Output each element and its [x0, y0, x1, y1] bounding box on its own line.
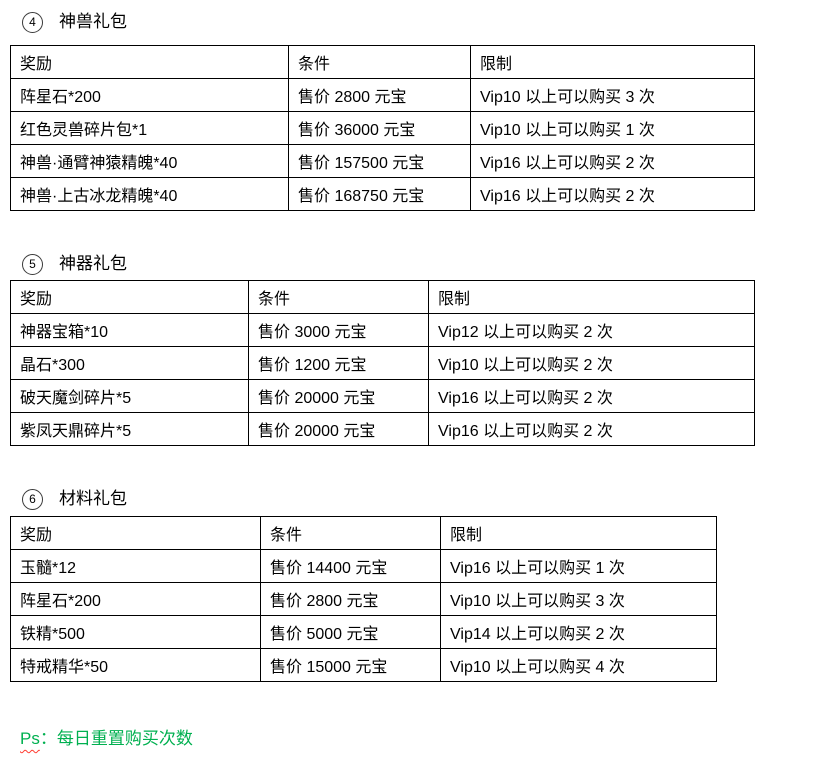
cell-condition: 售价 1200 元宝	[248, 346, 429, 380]
section-title-shenqi: 5 神器礼包	[22, 252, 127, 276]
cell-reward: 神兽·上古冰龙精魄*40	[10, 177, 289, 211]
table-row: 紫凤天鼎碎片*5 售价 20000 元宝 Vip16 以上可以购买 2 次	[10, 412, 755, 446]
cell-reward: 玉髓*12	[10, 549, 261, 583]
col-header-reward: 奖励	[10, 516, 261, 550]
cell-reward: 晶石*300	[10, 346, 249, 380]
cell-limit: Vip10 以上可以购买 2 次	[428, 346, 755, 380]
cell-condition: 售价 3000 元宝	[248, 313, 429, 347]
table-row: 铁精*500 售价 5000 元宝 Vip14 以上可以购买 2 次	[10, 615, 717, 649]
cell-limit: Vip16 以上可以购买 1 次	[440, 549, 717, 583]
cell-reward: 紫凤天鼎碎片*5	[10, 412, 249, 446]
cell-condition: 售价 157500 元宝	[288, 144, 471, 178]
cell-limit: Vip10 以上可以购买 3 次	[470, 78, 755, 112]
footnote: Ps：每日重置购买次数	[20, 724, 193, 749]
cell-condition: 售价 14400 元宝	[260, 549, 441, 583]
cell-limit: Vip10 以上可以购买 4 次	[440, 648, 717, 682]
cell-limit: Vip10 以上可以购买 1 次	[470, 111, 755, 145]
cell-reward: 神兽·通臂神猿精魄*40	[10, 144, 289, 178]
col-header-condition: 条件	[248, 280, 429, 314]
table-header-row: 奖励 条件 限制	[10, 45, 755, 79]
table-row: 玉髓*12 售价 14400 元宝 Vip16 以上可以购买 1 次	[10, 549, 717, 583]
table-shenshou-gift-pack: 奖励 条件 限制 阵星石*200 售价 2800 元宝 Vip10 以上可以购买…	[10, 45, 755, 211]
cell-condition: 售价 20000 元宝	[248, 379, 429, 413]
cell-limit: Vip16 以上可以购买 2 次	[428, 379, 755, 413]
section-title-text: 神兽礼包	[59, 12, 127, 31]
table-header-row: 奖励 条件 限制	[10, 280, 755, 314]
table-row: 破天魔剑碎片*5 售价 20000 元宝 Vip16 以上可以购买 2 次	[10, 379, 755, 413]
cell-reward: 神器宝箱*10	[10, 313, 249, 347]
table-row: 阵星石*200 售价 2800 元宝 Vip10 以上可以购买 3 次	[10, 78, 755, 112]
table-row: 神器宝箱*10 售价 3000 元宝 Vip12 以上可以购买 2 次	[10, 313, 755, 347]
section-title-text: 材料礼包	[59, 489, 127, 508]
cell-reward: 铁精*500	[10, 615, 261, 649]
table-row: 阵星石*200 售价 2800 元宝 Vip10 以上可以购买 3 次	[10, 582, 717, 616]
circled-number-6: 6	[22, 488, 43, 510]
cell-reward: 破天魔剑碎片*5	[10, 379, 249, 413]
cell-limit: Vip14 以上可以购买 2 次	[440, 615, 717, 649]
cell-condition: 售价 36000 元宝	[288, 111, 471, 145]
table-row: 红色灵兽碎片包*1 售价 36000 元宝 Vip10 以上可以购买 1 次	[10, 111, 755, 145]
section-title-shenshou: 4 神兽礼包	[22, 10, 127, 34]
cell-limit: Vip16 以上可以购买 2 次	[470, 144, 755, 178]
cell-condition: 售价 15000 元宝	[260, 648, 441, 682]
cell-condition: 售价 168750 元宝	[288, 177, 471, 211]
table-row: 神兽·通臂神猿精魄*40 售价 157500 元宝 Vip16 以上可以购买 2…	[10, 144, 755, 178]
col-header-condition: 条件	[288, 45, 471, 79]
cell-limit: Vip16 以上可以购买 2 次	[428, 412, 755, 446]
circled-number-4: 4	[22, 11, 43, 33]
col-header-condition: 条件	[260, 516, 441, 550]
cell-condition: 售价 5000 元宝	[260, 615, 441, 649]
col-header-limit: 限制	[440, 516, 717, 550]
cell-condition: 售价 20000 元宝	[248, 412, 429, 446]
table-header-row: 奖励 条件 限制	[10, 516, 717, 550]
cell-limit: Vip12 以上可以购买 2 次	[428, 313, 755, 347]
cell-limit: Vip16 以上可以购买 2 次	[470, 177, 755, 211]
cell-condition: 售价 2800 元宝	[288, 78, 471, 112]
circled-number-5: 5	[22, 253, 43, 275]
col-header-limit: 限制	[428, 280, 755, 314]
cell-reward: 阵星石*200	[10, 582, 261, 616]
cell-reward: 红色灵兽碎片包*1	[10, 111, 289, 145]
footnote-text: ：每日重置购买次数	[39, 729, 193, 748]
col-header-reward: 奖励	[10, 280, 249, 314]
col-header-limit: 限制	[470, 45, 755, 79]
section-title-text: 神器礼包	[59, 254, 127, 273]
table-row: 特戒精华*50 售价 15000 元宝 Vip10 以上可以购买 4 次	[10, 648, 717, 682]
footnote-ps-label: Ps	[20, 729, 40, 748]
table-cailiao-gift-pack: 奖励 条件 限制 玉髓*12 售价 14400 元宝 Vip16 以上可以购买 …	[10, 516, 717, 682]
cell-limit: Vip10 以上可以购买 3 次	[440, 582, 717, 616]
section-title-cailiao: 6 材料礼包	[22, 487, 127, 511]
cell-reward: 阵星石*200	[10, 78, 289, 112]
table-row: 晶石*300 售价 1200 元宝 Vip10 以上可以购买 2 次	[10, 346, 755, 380]
col-header-reward: 奖励	[10, 45, 289, 79]
cell-reward: 特戒精华*50	[10, 648, 261, 682]
table-shenqi-gift-pack: 奖励 条件 限制 神器宝箱*10 售价 3000 元宝 Vip12 以上可以购买…	[10, 280, 755, 446]
table-row: 神兽·上古冰龙精魄*40 售价 168750 元宝 Vip16 以上可以购买 2…	[10, 177, 755, 211]
cell-condition: 售价 2800 元宝	[260, 582, 441, 616]
